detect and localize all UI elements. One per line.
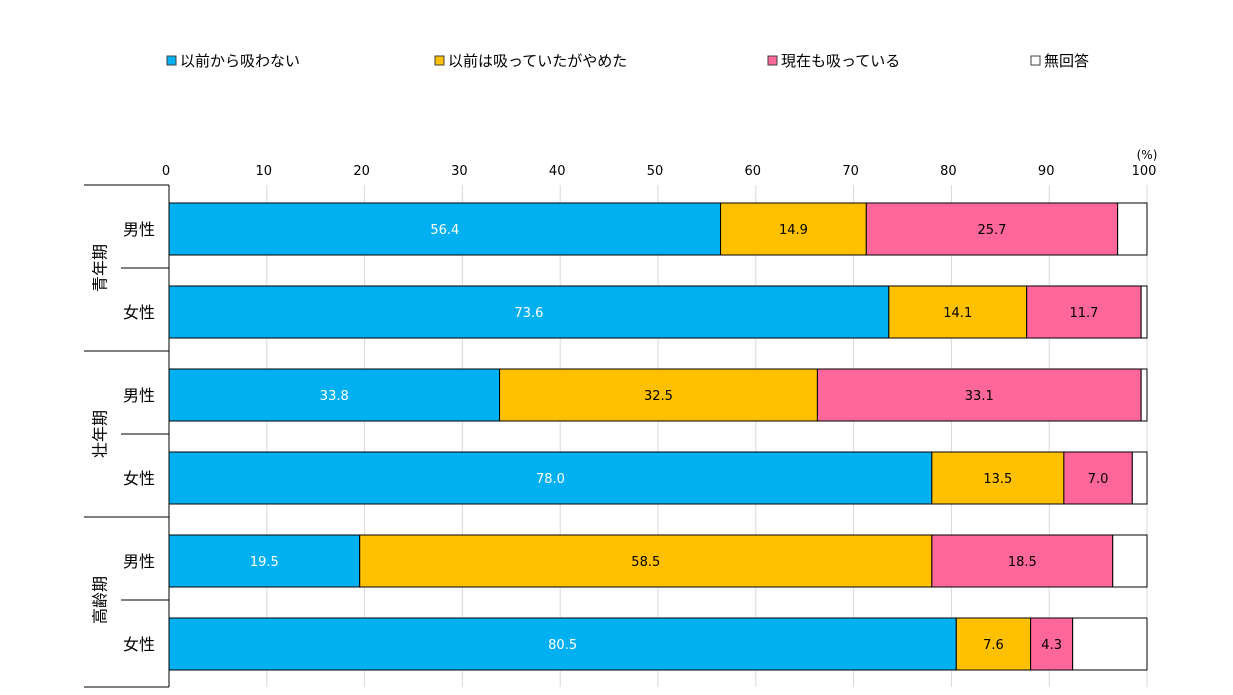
- tick-label-90: 90: [1038, 164, 1055, 179]
- legend: 以前から吸わない 以前は吸っていたがやめた 現在も吸っている 無回答: [166, 52, 1089, 70]
- tick-label-30: 30: [451, 164, 468, 179]
- bar-row3-series3: [816, 368, 1142, 422]
- tick-label-0: 0: [162, 164, 170, 179]
- legend-swatch-3: [767, 55, 778, 66]
- bar-row6-series1: [168, 617, 957, 671]
- row-label-5: 男性: [123, 552, 155, 571]
- tick-label-10: 10: [256, 164, 273, 179]
- legend-label-2: 以前は吸っていたがやめた: [448, 52, 627, 70]
- data-label-row6-series2: 7.6: [983, 638, 1004, 653]
- data-label-row4-series2: 13.5: [983, 472, 1012, 487]
- bar-row2-series4: [1140, 285, 1148, 339]
- gridlines: [266, 185, 1148, 687]
- data-label-row3-series2: 32.5: [644, 389, 673, 404]
- row-label-3: 男性: [123, 386, 155, 405]
- data-label-row1-series2: 14.9: [779, 223, 808, 238]
- bar-row5-series1: [168, 534, 361, 588]
- bar-row3-series4: [1140, 368, 1148, 422]
- data-label-row2-series1: 73.6: [514, 306, 543, 321]
- bar-row2-series2: [888, 285, 1028, 339]
- tick-label-70: 70: [842, 164, 859, 179]
- data-label-row5-series1: 19.5: [250, 555, 279, 570]
- legend-label-1: 以前から吸わない: [180, 52, 300, 70]
- tick-label-40: 40: [549, 164, 566, 179]
- bar-row3-series2: [499, 368, 818, 422]
- legend-swatch-4: [1030, 55, 1041, 66]
- data-label-row2-series2: 14.1: [943, 306, 972, 321]
- bar-row2-series3: [1026, 285, 1142, 339]
- unit-label: (%): [1137, 148, 1158, 162]
- group-label-3: 高齢期: [91, 576, 110, 624]
- data-label-row6-series3: 4.3: [1041, 638, 1062, 653]
- tick-label-100: 100: [1132, 164, 1157, 179]
- bars: 56.4 14.9 25.7 73.6 14.1 11.7 33.8 32.5 33.1 78.0…: [168, 202, 1148, 671]
- legend-swatch-1: [166, 55, 177, 66]
- data-label-row5-series2: 58.5: [631, 555, 660, 570]
- row-label-1: 男性: [123, 220, 155, 239]
- bar-row5-series4: [1112, 534, 1148, 588]
- bar-row5-series3: [931, 534, 1114, 588]
- bar-row1-series3: [865, 202, 1119, 256]
- x-axis-ticks: 0 10 20 30 40 50 60 70 80 90 100: [162, 164, 1157, 179]
- legend-label-4: 無回答: [1044, 52, 1089, 70]
- bar-row2-series1: [168, 285, 890, 339]
- bar-row4-series1: [168, 451, 933, 505]
- data-label-row3-series1: 33.8: [320, 389, 349, 404]
- legend-swatch-2: [434, 55, 445, 66]
- data-label-row1-series3: 25.7: [978, 223, 1007, 238]
- group-label-2: 壮年期: [91, 410, 110, 458]
- data-label-row3-series3: 33.1: [965, 389, 994, 404]
- bar-row5-series2: [359, 534, 933, 588]
- data-label-row1-series1: 56.4: [430, 223, 459, 238]
- data-label-row6-series1: 80.5: [548, 638, 577, 653]
- bar-row6-series4: [1072, 617, 1148, 671]
- data-label-row5-series3: 18.5: [1008, 555, 1037, 570]
- tick-label-60: 60: [745, 164, 762, 179]
- tick-label-20: 20: [353, 164, 370, 179]
- bar-row4-series4: [1131, 451, 1148, 505]
- tick-label-80: 80: [940, 164, 957, 179]
- data-label-row4-series1: 78.0: [536, 472, 565, 487]
- data-label-row4-series3: 7.0: [1088, 472, 1109, 487]
- row-label-4: 女性: [123, 469, 155, 488]
- row-label-2: 女性: [123, 303, 155, 322]
- bar-row4-series2: [931, 451, 1065, 505]
- bar-row6-series2: [955, 617, 1032, 671]
- row-label-6: 女性: [123, 635, 155, 654]
- bar-row1-series2: [720, 202, 867, 256]
- bar-row3-series1: [168, 368, 501, 422]
- legend-label-3: 現在も吸っている: [781, 52, 900, 70]
- data-label-row2-series3: 11.7: [1069, 306, 1098, 321]
- tick-label-50: 50: [647, 164, 664, 179]
- bar-row6-series3: [1030, 617, 1074, 671]
- bar-row4-series3: [1063, 451, 1133, 505]
- group-label-1: 青年期: [91, 244, 110, 292]
- bar-row1-series4: [1117, 202, 1148, 256]
